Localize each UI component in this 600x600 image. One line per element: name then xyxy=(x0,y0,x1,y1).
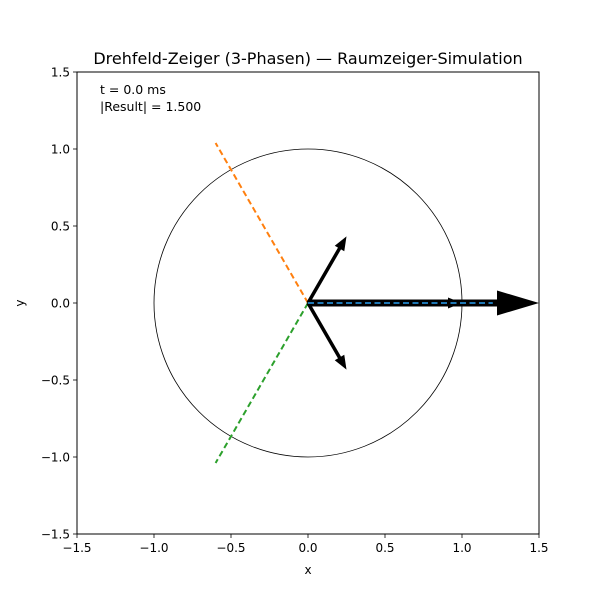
result-magnitude-annotation: |Result| = 1.500 xyxy=(100,99,201,114)
x-tick-label: 1.0 xyxy=(452,541,471,555)
x-tick-label: −0.5 xyxy=(216,541,245,555)
y-tick-label: 0.0 xyxy=(51,297,70,311)
x-tick-label: 0.5 xyxy=(375,541,394,555)
x-tick-label: −1.5 xyxy=(62,541,91,555)
phase-axis-line-3 xyxy=(214,302,309,464)
plot-area xyxy=(153,142,539,464)
y-tick-label: −0.5 xyxy=(41,374,70,388)
x-tick-label: 0.0 xyxy=(298,541,317,555)
y-tick-label: −1.5 xyxy=(41,528,70,542)
time-annotation: t = 0.0 ms xyxy=(100,82,166,97)
axis-ticks: −1.5 −1.0 −0.5 0.0 0.5 1.0 1.5 −1.5 −1.0 −0.5 0.0 0… xyxy=(41,66,549,556)
phase-vector-2 xyxy=(306,236,347,304)
y-axis-label: y xyxy=(13,299,27,306)
y-tick-label: −1.0 xyxy=(41,451,70,465)
y-tick-label: 1.0 xyxy=(51,143,70,157)
y-tick-label: 1.5 xyxy=(51,66,70,80)
phase-vector-3 xyxy=(306,302,347,370)
phase-axis-line-2 xyxy=(214,142,309,304)
x-tick-label: 1.5 xyxy=(529,541,548,555)
chart-title: Drehfeld-Zeiger (3-Phasen) — Raumzeiger-… xyxy=(93,49,522,68)
x-axis-label: x xyxy=(304,563,311,577)
x-tick-label: −1.0 xyxy=(139,541,168,555)
y-tick-label: 0.5 xyxy=(51,220,70,234)
